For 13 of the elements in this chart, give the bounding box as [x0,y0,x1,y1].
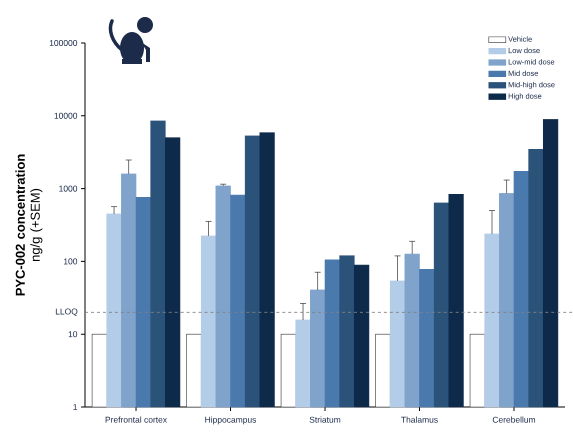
ref-line-label: LLOQ [56,308,78,316]
x-tick-label: Hippocampus [205,416,256,424]
x-tick-label: Cerebellum [492,416,536,423]
x-tick-label: Thalamus [401,416,438,423]
y-tick-label: 10 [68,331,78,338]
y-tick-label: 1 [73,404,78,410]
y-tick-label: 100000 [50,40,78,46]
x-tick-label: Prefrontal cortex [106,416,167,423]
y-tick-label: 1000 [59,186,78,192]
x-tick-label: Striatum [310,416,340,423]
y-axis-title: PYC-002 concentration ng/g (+SEM) [15,154,42,296]
y-tick-label: 10000 [54,112,78,119]
y-tick-label: 100 [64,258,78,264]
